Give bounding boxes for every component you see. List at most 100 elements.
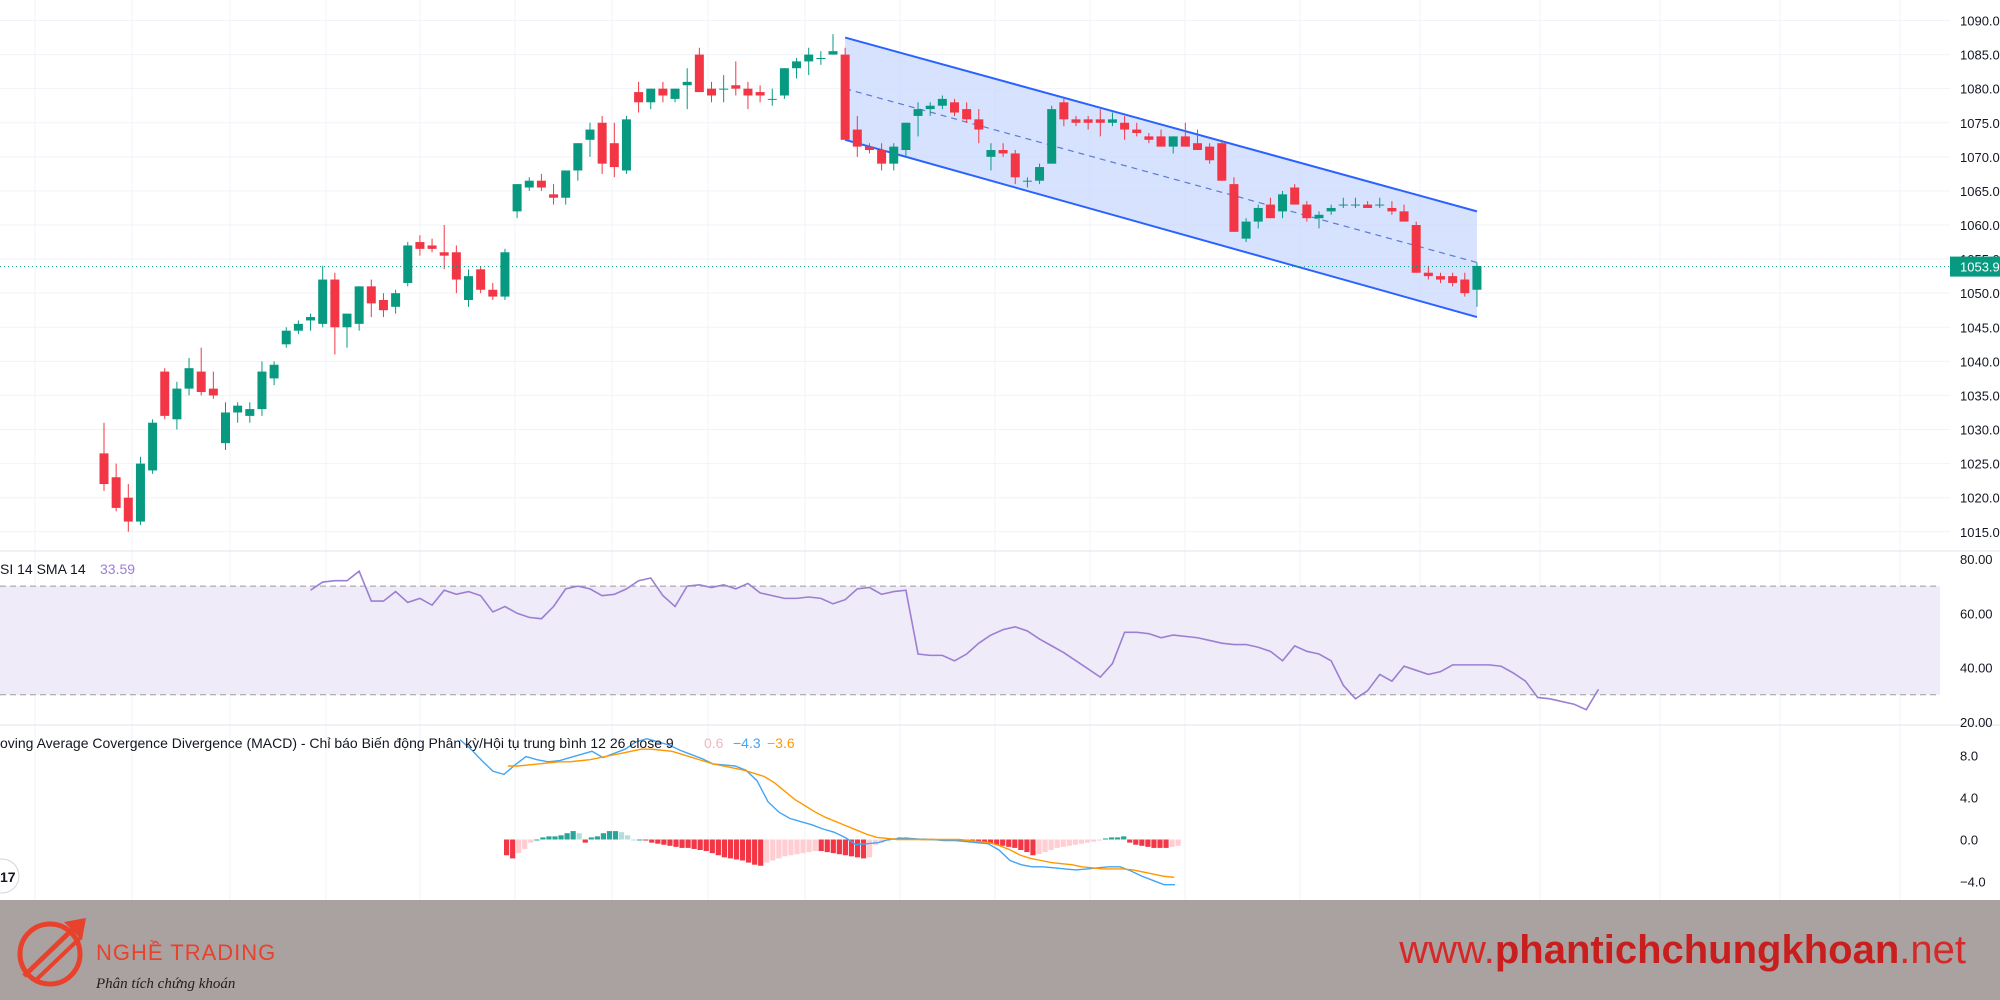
macd-histogram-bar <box>836 839 842 855</box>
price-tick-label: 1070.0 <box>1960 150 2000 165</box>
candle-body <box>269 364 279 379</box>
macd-histogram-bar <box>873 839 879 845</box>
macd-histogram-bar <box>661 839 667 845</box>
price-tick-label: 1045.0 <box>1960 320 2000 335</box>
candle-body <box>1095 119 1105 123</box>
channel-lower-line <box>844 138 1478 319</box>
candle-body <box>573 143 583 171</box>
macd-value-label: 0.6 <box>704 735 724 751</box>
price-tick-label: 1015.0 <box>1960 525 2000 540</box>
macd-histogram-bar <box>637 839 643 841</box>
candle-body <box>172 388 182 420</box>
macd-histogram-bar <box>594 836 600 840</box>
price-tick-label: 1080.0 <box>1960 82 2000 97</box>
candle-body <box>1229 184 1239 232</box>
candle-body <box>937 98 947 106</box>
candle-body <box>597 122 607 164</box>
candle-body <box>123 497 133 522</box>
macd-histogram-bar <box>770 839 776 861</box>
macd-histogram-bar <box>655 839 661 844</box>
macd-histogram-bar <box>794 839 800 855</box>
candle-body <box>1338 204 1348 206</box>
candle-body <box>184 368 194 389</box>
candle-body <box>925 105 935 110</box>
candle-body <box>354 286 364 324</box>
macd-histogram-bar <box>1151 839 1157 848</box>
candle-body <box>767 98 777 100</box>
macd-histogram-bar <box>643 839 649 841</box>
price-tick-label: 1025.0 <box>1960 457 2000 472</box>
candle-body <box>391 293 401 307</box>
candle-body <box>962 109 972 120</box>
candle-body <box>160 371 170 416</box>
candle-body <box>731 85 741 89</box>
channel-upper-line <box>844 36 1478 213</box>
candle-body <box>1411 225 1421 273</box>
candle-body <box>1047 109 1057 164</box>
candle-body <box>719 88 729 90</box>
macd-histogram-bar <box>606 831 613 840</box>
last-price-label: 1053.9 <box>1960 260 2000 275</box>
macd-histogram-bar <box>570 831 576 840</box>
candle-body <box>427 245 437 249</box>
macd-histogram-bar <box>830 839 836 854</box>
candle-body <box>561 170 571 198</box>
price-tick-label: 1030.0 <box>1960 423 2000 438</box>
candle-body <box>1010 153 1020 178</box>
pane-badge-text: 17 <box>0 869 16 885</box>
macd-histogram-bar <box>631 839 637 841</box>
price-tick-label: 1035.0 <box>1960 388 2000 403</box>
macd-histogram-bar <box>842 839 848 856</box>
macd-histogram-bar <box>685 839 691 848</box>
website-url[interactable]: www.phantichchungkhoan.net <box>1399 928 1966 973</box>
macd-histogram-bar <box>673 839 679 847</box>
candle-body <box>852 129 862 147</box>
macd-histogram-bar <box>758 839 764 866</box>
candle-body <box>318 279 328 324</box>
candle-body <box>281 330 291 345</box>
macd-histogram-bar <box>528 839 534 843</box>
macd-histogram-bar <box>546 836 552 840</box>
candle-body <box>245 409 255 416</box>
macd-tick-label: 0.0 <box>1960 833 1978 848</box>
brand-name: NGHỀ TRADING <box>96 940 277 965</box>
macd-histogram-bar <box>582 839 588 843</box>
rsi-line <box>310 569 1600 711</box>
macd-histogram-bar <box>612 831 619 840</box>
candle-body <box>99 453 109 485</box>
macd-histogram-bar <box>1060 839 1066 847</box>
macd-histogram-bar <box>625 835 631 840</box>
macd-histogram-bar <box>981 839 988 843</box>
macd-histogram-bar <box>764 839 770 863</box>
price-axis: 1015.0 1020.0 1025.0 1030.0 1035.0 1040.0 1045… <box>1960 14 2000 540</box>
macd-tick-label: 8.0 <box>1960 749 1978 764</box>
macd-histogram-bar <box>800 839 806 854</box>
candle-body <box>1180 136 1190 147</box>
macd-histogram-bar <box>867 839 873 858</box>
candle-body <box>1387 207 1397 212</box>
macd-histogram-bar <box>1066 839 1072 846</box>
candle-body <box>293 323 303 331</box>
candle-body <box>609 143 619 168</box>
macd-histogram-bar <box>1084 839 1090 843</box>
rsi-tick-label: 60.00 <box>1960 606 1993 621</box>
macd-histogram-bar <box>564 833 570 840</box>
candle-body <box>257 371 267 410</box>
macd-histogram-bar <box>782 839 788 857</box>
macd-histogram-bar <box>1163 839 1169 848</box>
candle-body <box>476 269 486 290</box>
candle-body <box>196 371 206 393</box>
candle-body <box>913 109 923 116</box>
candle-body <box>464 276 473 300</box>
candle-body <box>755 92 765 96</box>
macd-histogram-bar <box>1115 837 1121 840</box>
candles <box>99 34 1482 532</box>
pane-labels: SI 14 SMA 14 33.59 oving Average Covergenc… <box>0 561 795 894</box>
candle-body <box>998 150 1008 154</box>
macd-line <box>459 737 1175 886</box>
macd-histogram-bar <box>1145 839 1151 847</box>
candle-body <box>549 194 559 198</box>
macd-histogram-bar <box>739 839 746 861</box>
macd-tick-label: 4.0 <box>1960 791 1978 806</box>
rsi-band-fill <box>0 586 1940 695</box>
